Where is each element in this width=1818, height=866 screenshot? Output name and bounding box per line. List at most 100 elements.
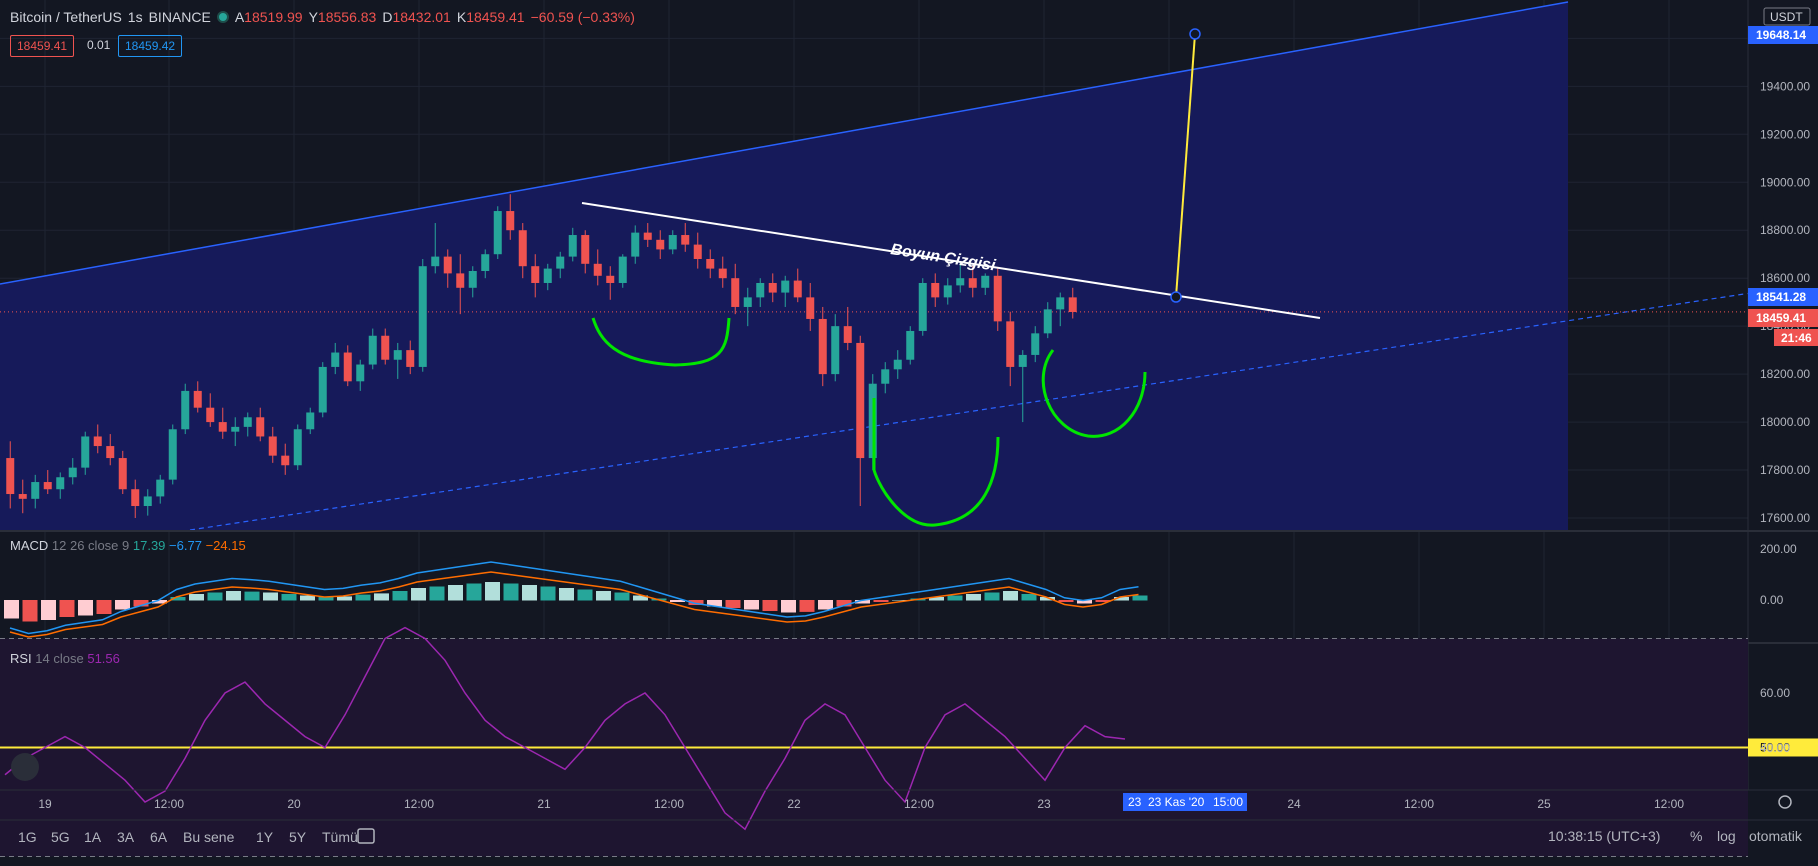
candle-body [293,429,302,466]
macd-line [9,561,1139,635]
change-value: −60.59 (−0.33%) [530,9,635,25]
macd-histogram-bar [115,600,130,610]
macd-histogram-bar [263,592,278,601]
rsi-line [4,626,1126,831]
macd-histogram-bar [1132,595,1148,601]
candle-body [518,230,527,267]
time-tick-label: 12:00 [654,797,684,811]
candle-body [243,417,252,427]
auto-toggle[interactable]: otomatik [1749,828,1802,844]
symbol-name[interactable]: Bitcoin / TetherUS [10,9,122,25]
candle-body [256,417,265,437]
range-button-9[interactable]: Tümü [322,829,358,845]
macd-histogram-bar [762,600,778,611]
candle-body [68,467,77,478]
time-cursor-label: 23 [1128,795,1142,809]
candle-body [118,458,127,490]
candle-body [681,235,690,245]
sell-button[interactable]: 18459.41 [10,35,75,57]
range-button-4[interactable]: 3A [117,829,135,845]
high-label: Y [308,9,318,25]
macd-histogram-bar [984,592,1000,601]
percent-toggle[interactable]: % [1690,828,1703,844]
macd-histogram-bar [633,595,648,601]
rsi-tick-label: 60.00 [1760,686,1790,700]
range-button-8[interactable]: 5Y [289,829,307,845]
target-price-label: 19648.14 [1756,28,1806,42]
candle-body [881,369,890,384]
price-tick-label: 19200.00 [1760,127,1810,141]
log-toggle[interactable]: log [1717,828,1736,844]
candle-body [493,211,502,255]
range-button-5[interactable]: 6A [150,829,168,845]
candle-body [1043,309,1052,334]
rsi-legend[interactable]: RSI 14 close 51.56 [10,651,120,666]
countdown-label: 21:46 [1781,331,1812,345]
candle-body [993,275,1002,322]
candle-body [981,275,990,288]
candle-body [693,244,702,260]
candle-body [706,259,715,269]
buy-button[interactable]: 18459.42 [118,35,183,57]
range-button-6[interactable]: Bu sene [183,829,235,845]
clock[interactable]: 10:38:15 (UTC+3) [1548,828,1661,844]
range-button-3[interactable]: 1A [84,829,102,845]
macd-histogram-bar [522,585,537,601]
channel-bottom-line [189,283,1811,531]
macd-histogram-bar [300,595,315,601]
macd-histogram-bar [929,597,944,601]
candle-body [143,496,152,507]
time-tick-label: 19 [38,797,52,811]
candle-body [531,266,540,283]
macd-histogram-bar [892,600,907,601]
time-tick-label: 23 [1037,797,1051,811]
macd-histogram-bar [41,600,56,620]
candle-body [581,235,590,264]
time-tick-label: 21 [537,797,551,811]
macd-histogram-bar [540,586,556,601]
candle-body [818,318,827,375]
symbol-header: Bitcoin / TetherUS 1s BINANCE A18519.99 … [10,9,635,25]
candle-body [593,263,602,276]
candle-body [968,278,977,288]
rsi-tick-label: 40.00 [1760,741,1790,755]
range-button-2[interactable]: 5G [51,829,70,845]
candle-body [6,458,15,495]
price-tick-label: 18200.00 [1760,367,1810,381]
time-tick-label: 25 [1537,797,1551,811]
neck-price-label: 18541.28 [1756,290,1806,304]
macd-histogram-bar [411,588,426,601]
candle-body [768,282,777,293]
candle-body [218,422,227,432]
time-tick-label: 24 [1287,797,1301,811]
macd-histogram-bar [374,593,389,601]
macd-legend[interactable]: MACD 12 26 close 9 17.39 −6.77 −24.15 [10,538,246,553]
tradingview-logo-icon [11,753,39,781]
macd-histogram-bar [966,594,981,601]
macd-signal-line [9,571,1139,638]
candle-body [606,275,615,283]
countdown-bg [1774,329,1818,346]
candle-body [156,479,165,497]
interval[interactable]: 1s [127,9,143,25]
last-price-label-bg [1748,309,1818,327]
neckline [581,202,1321,319]
candle-body [306,412,315,430]
candle-body [506,211,515,231]
candle-body [356,364,365,382]
range-button-1[interactable]: 1G [18,829,37,845]
price-tick-label: 19000.00 [1760,175,1810,189]
macd-histogram-bar [503,583,519,601]
macd-histogram-bar [799,600,815,612]
macd-histogram-bar [577,589,593,601]
macd-histogram-bar [855,600,870,604]
macd-histogram-bar [22,600,38,622]
range-button-7[interactable]: 1Y [256,829,274,845]
time-tick-label: 12:00 [1654,797,1684,811]
macd-line-value: −6.77 [169,538,202,553]
macd-histogram-bar [707,600,722,607]
open-label: A [234,9,245,25]
candle-body [1018,354,1027,367]
